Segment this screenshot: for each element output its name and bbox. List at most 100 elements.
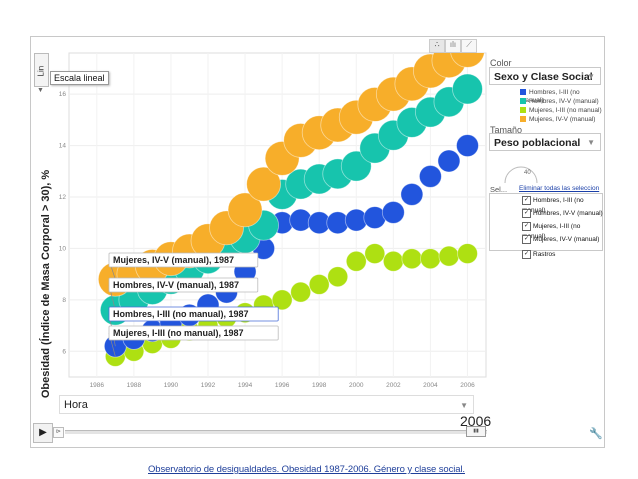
bubble-point[interactable]	[452, 73, 483, 105]
bubble-point[interactable]	[308, 274, 330, 295]
legend-label: Hombres, I-III (no manual)	[520, 89, 580, 104]
checkmark-icon: ✓	[522, 250, 531, 259]
legend-item: Mujeres, IV-V (manual)	[520, 116, 595, 124]
bubble-label-text: Mujeres, I-III (no manual), 1987	[113, 328, 244, 338]
selection-label: Hombres, I-III (no manual)	[522, 197, 584, 215]
bubble-label-text: Hombres, I-III (no manual), 1987	[113, 309, 249, 319]
bubble-point[interactable]	[227, 192, 263, 228]
play-icon: ▶	[39, 427, 47, 438]
legend-label: Hombres, IV-V (manual)	[529, 98, 599, 105]
legend-swatch	[520, 116, 526, 123]
bubble-point[interactable]	[400, 183, 424, 206]
x-tick-label: 1988	[127, 382, 142, 389]
size-label: Tamaño	[490, 125, 523, 135]
bubble-label-box	[108, 252, 259, 268]
bubble-label-text: Hombres, IV-V (manual), 1987	[113, 280, 239, 290]
size-select[interactable]: Peso poblacional ▼	[489, 133, 601, 151]
legend-swatch	[520, 98, 526, 105]
legend-swatch	[520, 107, 526, 114]
wrench-icon[interactable]: 🔧	[589, 428, 603, 440]
bubble-point[interactable]	[271, 289, 293, 311]
bubble-view-icon[interactable]: ∴	[429, 39, 445, 53]
y-tick-label: 12	[59, 194, 67, 201]
legend-label: Mujeres, I-III (no manual)	[529, 107, 602, 114]
x-tick-label: 1998	[312, 382, 327, 389]
bubble-point[interactable]	[457, 243, 478, 264]
bar-view-icon[interactable]: ılı	[445, 39, 461, 53]
selection-list	[489, 193, 603, 251]
play-button[interactable]: ▶	[33, 423, 53, 443]
y-tick-label: 14	[59, 143, 67, 150]
legend-swatch	[520, 89, 526, 96]
time-slider-track[interactable]	[65, 430, 487, 434]
motion-chart-frame: 1986 1988 1990 1992 1994 1996 1998 2000 2002 2004…	[30, 36, 605, 448]
x-tick-label: 2006	[460, 382, 475, 389]
color-select-value: Sexo y Clase Social	[494, 71, 593, 83]
x-tick-label: 2002	[386, 382, 401, 389]
bubble-point[interactable]	[364, 243, 386, 264]
bubble-point[interactable]	[345, 250, 367, 272]
y-scale-button-label: Lin	[36, 65, 46, 77]
bubble-point[interactable]	[327, 266, 349, 288]
y-tick-label: 6	[62, 348, 66, 355]
bubble-point[interactable]	[418, 165, 442, 188]
bubble-label[interactable]: Mujeres, IV-V (manual), 1987	[108, 252, 259, 268]
bubble-label-text: Mujeres, IV-V (manual), 1987	[113, 255, 234, 265]
trails-checkbox[interactable]: ✓ Rastros	[522, 250, 555, 260]
selection-label: Hombres, IV-V (manual)	[533, 210, 603, 218]
clear-selection-link[interactable]: Eliminar todas las seleccion	[519, 185, 600, 192]
x-axis-ticks: 1986 1988 1990 1992 1994 1996 1998 2000 2002 2004…	[90, 382, 476, 389]
bubble-point[interactable]	[382, 250, 404, 272]
current-year: 2006	[460, 413, 492, 429]
bubble-label[interactable]: Hombres, I-III (no manual), 1987	[108, 306, 279, 322]
x-tick-label: 1996	[275, 382, 290, 389]
chevron-down-icon: ▼	[460, 401, 468, 410]
size-dial-value: 40	[524, 170, 531, 176]
y-tick-label: 10	[59, 245, 67, 252]
selection-label: Mujeres, I-III (no manual)	[522, 223, 581, 241]
size-dial-icon	[504, 166, 538, 184]
checkmark-icon: ✓	[522, 209, 531, 218]
checkmark-icon: ✓	[522, 196, 531, 205]
bubble-label[interactable]: Mujeres, I-III (no manual), 1987	[108, 325, 279, 341]
checkmark-icon: ✓	[522, 235, 531, 244]
footer-source-link[interactable]: Observatorio de desigualdades. Obesidad …	[148, 464, 465, 475]
bubble-point[interactable]	[381, 201, 405, 224]
time-select[interactable]: Hora ▼	[59, 395, 474, 414]
y-tick-label: 8	[62, 297, 66, 304]
x-tick-label: 2004	[423, 382, 438, 389]
motion-chart: 1986 1988 1990 1992 1994 1996 1998 2000 2002 2004…	[59, 37, 487, 389]
chevron-down-icon[interactable]: ▼	[37, 87, 44, 94]
x-tick-label: 1990	[164, 382, 179, 389]
speed-icon[interactable]: ⊳	[53, 427, 64, 438]
bubble-point[interactable]	[456, 134, 479, 157]
y-scale-button[interactable]: Lin	[34, 53, 49, 87]
bubble-point[interactable]	[290, 281, 312, 303]
time-slider-handle[interactable]: ▮▮	[466, 426, 486, 437]
selection-checkbox[interactable]: ✓ Hombres, IV-V (manual)	[522, 209, 603, 219]
bubble-point[interactable]	[450, 37, 485, 68]
bubble-label-box	[108, 306, 279, 322]
color-label: Color	[490, 58, 512, 68]
bubble-point[interactable]	[419, 248, 441, 270]
size-select-value: Peso poblacional	[494, 137, 581, 149]
bubble-point[interactable]	[437, 149, 461, 173]
bubble-point[interactable]	[438, 245, 460, 267]
select-label: Sel...	[490, 185, 508, 194]
selection-checkbox[interactable]: ✓ Mujeres, I-III (no manual)	[522, 222, 604, 240]
bubble-label-box	[108, 325, 279, 341]
legend-item: Mujeres, I-III (no manual)	[520, 107, 602, 115]
y-tick-label: 16	[59, 91, 67, 98]
color-select[interactable]: Sexo y Clase Social ▼	[489, 67, 601, 85]
bubble-label-box	[108, 277, 259, 293]
checkmark-icon: ✓	[522, 222, 531, 231]
y-axis-title: Obesidad (Índice de Masa Corporal > 30),…	[40, 169, 52, 399]
x-tick-label: 2000	[349, 382, 364, 389]
selection-checkbox[interactable]: ✓ Mujeres, IV-V (manual)	[522, 235, 599, 245]
selection-checkbox[interactable]: ✓ Hombres, I-III (no manual)	[522, 196, 604, 214]
bubble-point[interactable]	[401, 248, 423, 270]
line-view-icon[interactable]: ⟋	[461, 39, 477, 53]
bubble-point[interactable]	[246, 166, 282, 202]
scale-tooltip: Escala lineal	[50, 71, 109, 85]
bubble-label[interactable]: Hombres, IV-V (manual), 1987	[108, 277, 259, 293]
